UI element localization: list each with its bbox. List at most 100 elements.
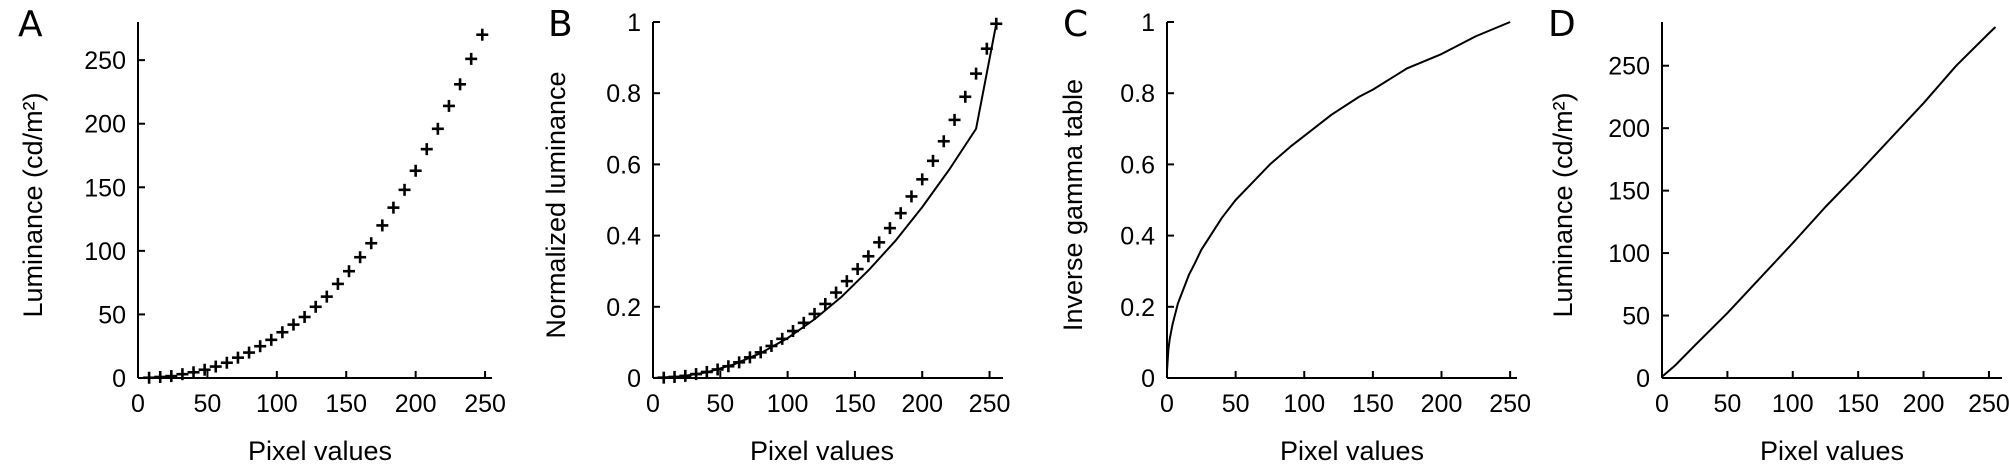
data-point (754, 346, 767, 359)
data-point (431, 122, 444, 135)
data-point (657, 371, 670, 384)
data-point (176, 368, 189, 381)
data-point (165, 370, 178, 383)
data-point (231, 351, 244, 364)
data-point (354, 251, 367, 264)
y-tick-label: 0 (112, 365, 126, 393)
data-point (722, 360, 735, 373)
panel-a: A Pixel values Luminance (cd/m²) 0 50 100 1… (18, 4, 506, 466)
y-tick-label: 200 (84, 111, 126, 139)
panel-letter: B (548, 4, 573, 45)
data-point (862, 250, 875, 263)
data-point (442, 99, 455, 112)
y-tick-label: 0.8 (1120, 80, 1155, 108)
y-tick-label: 1 (1141, 9, 1155, 37)
series-line (1166, 21, 1511, 371)
data-point (254, 340, 267, 353)
data-point (851, 263, 864, 276)
data-point (894, 207, 907, 220)
y-tick-label: 250 (1608, 53, 1650, 81)
data-point (668, 370, 681, 383)
data-point (840, 275, 853, 288)
x-tick-label: 150 (1352, 390, 1394, 418)
plot-area: 0 50 100 150 200 250 0 50 100 150 200 250 (1608, 22, 2009, 418)
y-tick-label: 50 (98, 301, 126, 329)
series-line (1661, 26, 1997, 378)
panel-b: B Pixel values Normalized luminance 0 50 1… (541, 4, 1010, 466)
y-tick-label: 0.4 (1120, 223, 1155, 251)
data-point (711, 363, 724, 376)
data-point (154, 370, 167, 383)
x-tick-label: 150 (834, 390, 876, 418)
panel-letter: A (18, 4, 43, 45)
y-tick-label: 0.6 (1120, 151, 1155, 179)
data-point (776, 332, 789, 345)
data-point (819, 297, 832, 310)
y-axis-label: Luminance (cd/m²) (1548, 92, 1578, 317)
data-point (320, 290, 333, 303)
data-point (733, 356, 746, 369)
panel-d: D Pixel values Luminance (cd/m²) 0 50 100 1… (1548, 4, 2009, 466)
data-point (209, 360, 222, 373)
y-tick-label: 100 (84, 238, 126, 266)
x-tick-label: 50 (706, 390, 734, 418)
data-point (927, 154, 939, 167)
y-axis-label: Inverse gamma table (1058, 79, 1088, 331)
x-tick-label: 250 (464, 390, 506, 418)
y-tick-label: 150 (84, 174, 126, 202)
data-point (365, 237, 378, 250)
data-point (787, 325, 799, 338)
y-tick-label: 0 (627, 365, 641, 393)
x-axis-label: Pixel values (248, 436, 392, 466)
data-point (276, 326, 289, 339)
data-point (959, 90, 972, 103)
data-point (830, 286, 843, 299)
x-tick-label: 0 (646, 390, 660, 418)
x-tick-label: 250 (969, 390, 1011, 418)
data-point (690, 368, 703, 381)
x-tick-label: 100 (1772, 390, 1814, 418)
y-tick-label: 150 (1608, 178, 1650, 206)
data-point (937, 135, 950, 148)
data-point (797, 316, 810, 329)
x-tick-label: 200 (1421, 390, 1463, 418)
y-tick-label: 200 (1608, 115, 1650, 143)
data-point (331, 277, 344, 290)
data-point (970, 67, 983, 80)
data-point (990, 17, 1003, 30)
fit-curve (652, 23, 998, 379)
data-point (465, 52, 478, 65)
y-tick-label: 250 (84, 47, 126, 75)
data-point (679, 369, 692, 382)
y-tick-label: 0.8 (606, 80, 641, 108)
data-point (409, 164, 422, 177)
data-point (143, 371, 156, 384)
y-axis-label: Normalized luminance (541, 71, 571, 338)
data-point (808, 307, 821, 320)
x-tick-label: 200 (395, 390, 437, 418)
data-point (398, 183, 411, 196)
data-point (387, 201, 400, 214)
data-point (765, 339, 778, 352)
x-tick-label: 0 (1160, 390, 1174, 418)
panel-letter: C (1063, 4, 1088, 45)
data-point (287, 318, 300, 331)
x-tick-label: 100 (256, 390, 298, 418)
data-point (220, 356, 233, 369)
plot-area: 0 50 100 150 200 250 0 0.2 0.4 0.6 0.8 1 (1120, 9, 1531, 418)
x-tick-label: 50 (1222, 390, 1250, 418)
y-tick-label: 0.2 (1120, 294, 1155, 322)
data-point (265, 333, 278, 346)
x-tick-label: 200 (1903, 390, 1945, 418)
x-axis-label: Pixel values (1760, 436, 1904, 466)
y-tick-label: 0.6 (606, 151, 641, 179)
y-tick-label: 0.4 (606, 223, 641, 251)
data-point (309, 300, 322, 313)
data-point (883, 222, 896, 235)
data-point (700, 365, 713, 378)
panel-letter: D (1548, 4, 1576, 45)
data-point (187, 366, 200, 379)
data-point (916, 173, 929, 186)
x-tick-label: 100 (1283, 390, 1325, 418)
